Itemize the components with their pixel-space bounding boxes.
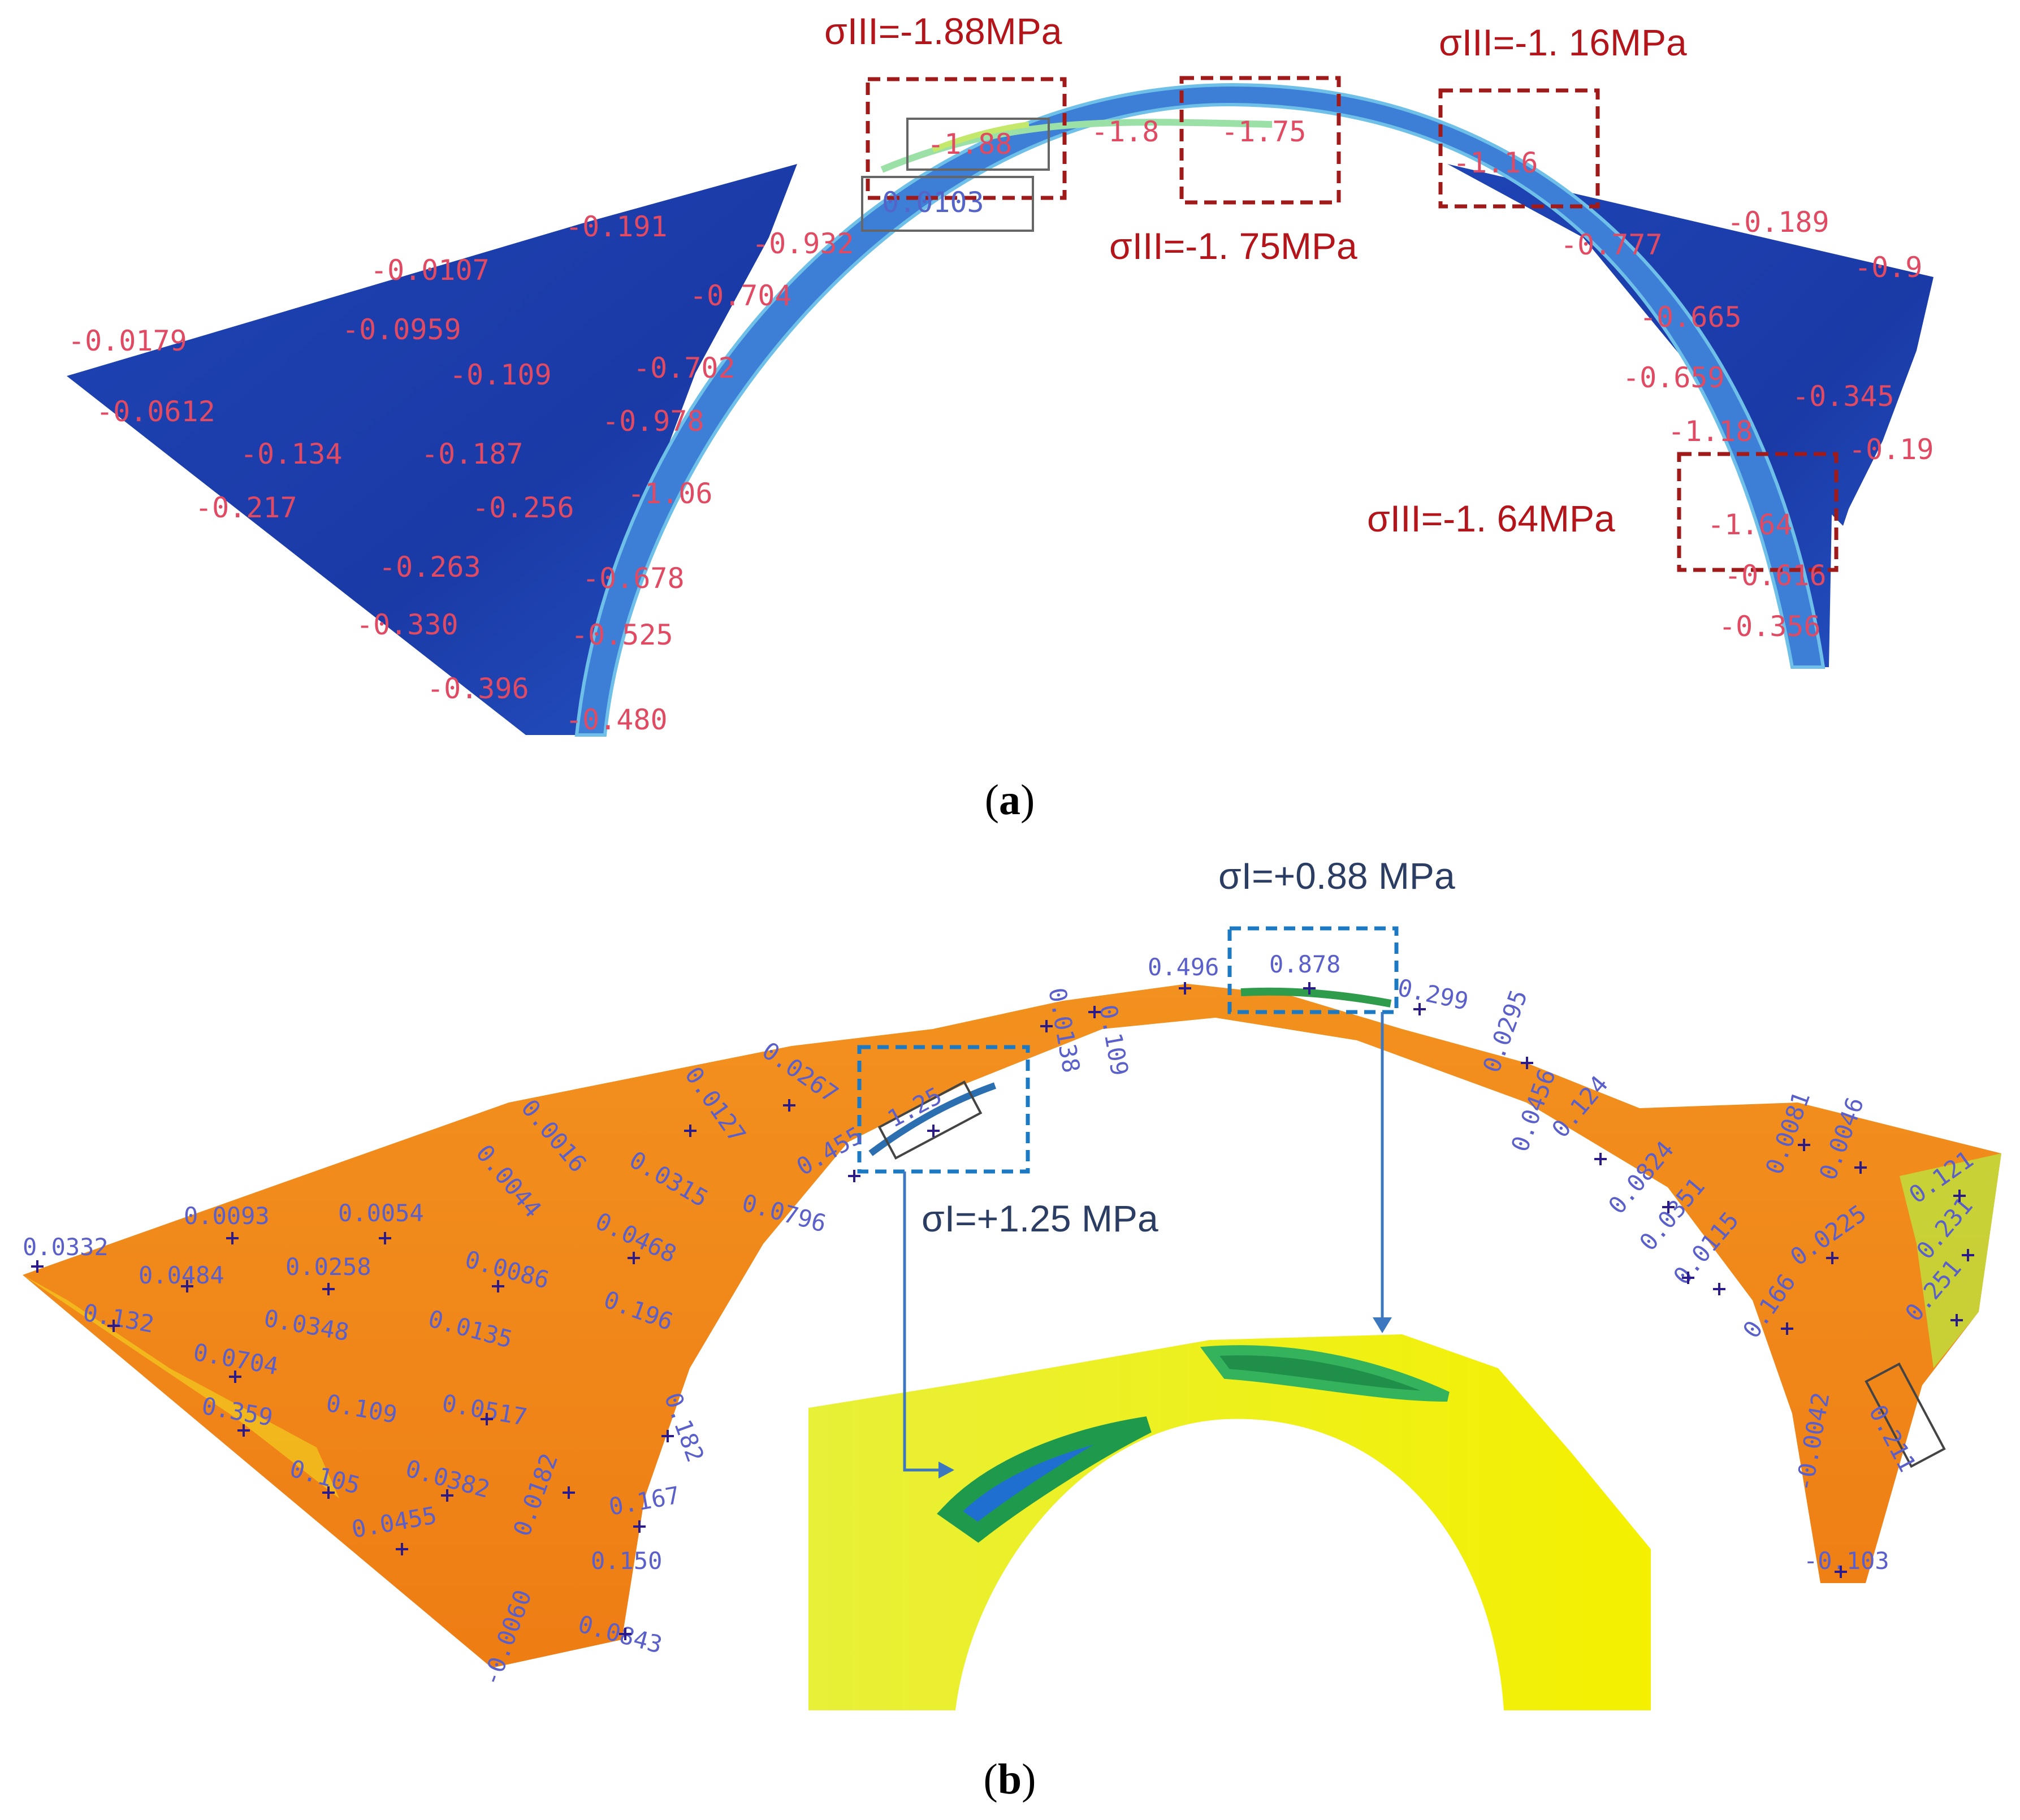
contour-label: -0.191 [565, 210, 668, 243]
contour-label: -0.256 [472, 491, 574, 524]
contour-label: -0.525 [571, 619, 673, 651]
contour-label: -0.9 [1854, 251, 1922, 284]
crown-tension-band [1240, 987, 1392, 1008]
right-abutment-green-zone [1900, 1153, 2001, 1368]
contour-label: -0.0107 [370, 254, 490, 287]
contour-label: 0.150 [591, 1547, 662, 1575]
contour-label: -0.0612 [96, 395, 215, 428]
contour-label: -0.134 [240, 438, 343, 470]
contour-label: -0.702 [633, 352, 736, 384]
contour-label: 0.0093 [184, 1202, 270, 1230]
contour-label: 0.0484 [139, 1261, 224, 1289]
contour-label: -0.103 [1803, 1547, 1889, 1575]
contour-label: 0.0332 [23, 1233, 109, 1261]
contour-label: -1.75 [1221, 115, 1307, 148]
contour-label: -1.64 [1707, 508, 1793, 541]
callout-arrows [903, 1012, 1384, 1472]
label-frame-188 [906, 118, 1050, 171]
contour-label: -0.0179 [68, 325, 187, 357]
contour-label: -0.665 [1640, 301, 1742, 334]
contour-label: -0.480 [565, 703, 668, 736]
panel-b-contour: σI=+0.88 MPa σI=+1.25 MPa 0.496 0.878 0.… [23, 855, 2001, 1710]
arrowhead-crown [1373, 1317, 1392, 1333]
contour-label: -1.88 [927, 128, 1013, 161]
inset-arch [808, 1334, 1651, 1710]
callout-box-088 [1227, 926, 1399, 1014]
contour-label: -0.978 [602, 405, 704, 438]
right-abutment-a [1447, 164, 1934, 667]
contour-label: -0.777 [1560, 228, 1663, 261]
callout-box-116 [1438, 88, 1600, 209]
callout-text-164: σIII=-1. 64MPa [1367, 498, 1615, 539]
contour-label: -0.356 [1719, 610, 1821, 643]
arrowhead-left [938, 1462, 954, 1479]
contour-label: 0.496 [1148, 953, 1219, 981]
contour-label: -0.263 [379, 551, 481, 583]
label-frame-125 [877, 1080, 983, 1160]
left-abutment-b [23, 984, 2001, 1668]
contour-label: -0.0959 [342, 313, 461, 346]
panel-a-contour: σIII=-1.88MPa σIII=-1. 16MPa σIII=-1. 75… [67, 10, 1934, 737]
contour-label: -0.616 [1724, 559, 1827, 592]
contour-label: -1.8 [1091, 115, 1159, 148]
callout-box-188 [866, 77, 1067, 200]
contour-label: -1.18 [1668, 415, 1753, 448]
contour-label: 0.0103 [882, 186, 984, 219]
contour-label: -0.678 [582, 562, 685, 595]
zoom-inset [808, 1334, 1651, 1710]
contour-label: -0.932 [752, 227, 854, 260]
panel-b-caption: (b) [984, 1756, 1036, 1803]
contour-label: -0.189 [1727, 206, 1829, 239]
contour-label: -0.187 [421, 438, 524, 470]
contour-label: 0.0054 [338, 1199, 424, 1227]
label-frame-0103 [861, 176, 1034, 232]
callout-text-088: σI=+0.88 MPa [1218, 855, 1455, 897]
inset-tension-zone-crown [1200, 1345, 1450, 1402]
contour-label: -1.06 [628, 477, 713, 510]
contour-label: -0.345 [1792, 380, 1894, 413]
contour-label: -0.217 [195, 491, 297, 524]
contour-label: -0.659 [1623, 361, 1725, 394]
callout-text-125: σI=+1.25 MPa [922, 1198, 1158, 1239]
label-frame-0211 [1865, 1362, 1946, 1468]
contour-label: -0.19 [1849, 433, 1934, 466]
callout-text-175: σIII=-1. 75MPa [1109, 225, 1357, 267]
contour-label: -0.330 [356, 608, 458, 641]
inset-tension-zone-left [937, 1416, 1152, 1543]
panel-a-caption: (a) [985, 776, 1035, 824]
contour-label: -1.16 [1453, 146, 1538, 179]
arch-ring-a [574, 83, 1826, 737]
contour-label: -0.109 [449, 358, 552, 391]
contour-label: 0.878 [1269, 950, 1340, 978]
node-markers [31, 982, 1974, 1640]
arch-shoulder-stress-band [932, 122, 1030, 153]
contour-label: 0.0258 [286, 1253, 371, 1281]
callout-text-116: σIII=-1. 16MPa [1439, 21, 1687, 63]
contour-label: -0.396 [427, 672, 529, 705]
callout-text-188: σIII=-1.88MPa [824, 10, 1062, 52]
callout-box-164 [1677, 452, 1839, 572]
callout-box-175 [1179, 76, 1341, 205]
contour-label: 0.299 [1395, 974, 1471, 1015]
contour-label: -0.704 [690, 279, 792, 312]
